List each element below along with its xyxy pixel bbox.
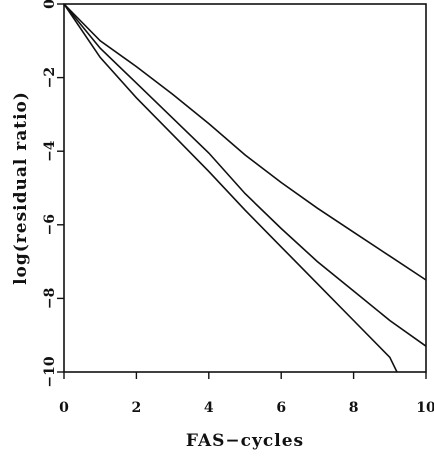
y-tick-label: −6 bbox=[42, 214, 58, 235]
y-tick-label: −2 bbox=[42, 67, 58, 88]
x-tick-labels: 0 2 4 6 8 10 bbox=[59, 400, 434, 416]
y-axis-title: log(residual ratio) bbox=[11, 91, 31, 285]
series-line-2 bbox=[63, 3, 427, 347]
x-tick-label: 0 bbox=[59, 400, 69, 416]
plot-frame bbox=[63, 3, 427, 373]
y-tick-label: 0 bbox=[42, 0, 58, 9]
series-line-3 bbox=[63, 3, 398, 373]
y-tick-label: −8 bbox=[42, 288, 58, 309]
x-tick-label: 6 bbox=[276, 400, 286, 416]
x-tick-label: 4 bbox=[204, 400, 214, 416]
series-line-1 bbox=[63, 3, 427, 281]
axis-ticks bbox=[57, 3, 427, 379]
y-tick-label: −10 bbox=[42, 356, 58, 387]
x-tick-label: 10 bbox=[416, 400, 434, 416]
x-axis-title: FAS−cycles bbox=[186, 431, 304, 451]
x-tick-label: 2 bbox=[132, 400, 142, 416]
y-tick-label: −4 bbox=[42, 140, 58, 162]
x-tick-label: 8 bbox=[349, 400, 359, 416]
y-tick-labels: 0 −2 −4 −6 −8 −10 bbox=[42, 0, 58, 388]
series-lines bbox=[63, 3, 427, 373]
